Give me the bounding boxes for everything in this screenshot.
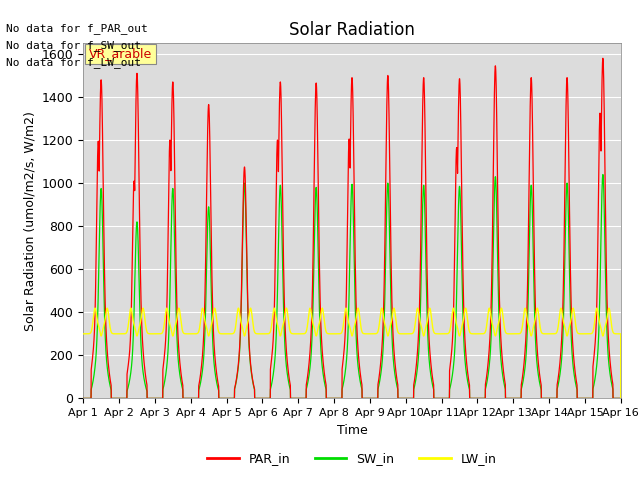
- Text: No data for f_SW_out: No data for f_SW_out: [6, 40, 141, 51]
- Text: No data for f_LW_out: No data for f_LW_out: [6, 57, 141, 68]
- X-axis label: Time: Time: [337, 424, 367, 437]
- Y-axis label: Solar Radiation (umol/m2/s, W/m2): Solar Radiation (umol/m2/s, W/m2): [23, 111, 36, 331]
- Legend: PAR_in, SW_in, LW_in: PAR_in, SW_in, LW_in: [202, 447, 502, 470]
- Title: Solar Radiation: Solar Radiation: [289, 21, 415, 39]
- Text: VR_arable: VR_arable: [88, 48, 152, 60]
- Text: No data for f_PAR_out: No data for f_PAR_out: [6, 23, 148, 34]
